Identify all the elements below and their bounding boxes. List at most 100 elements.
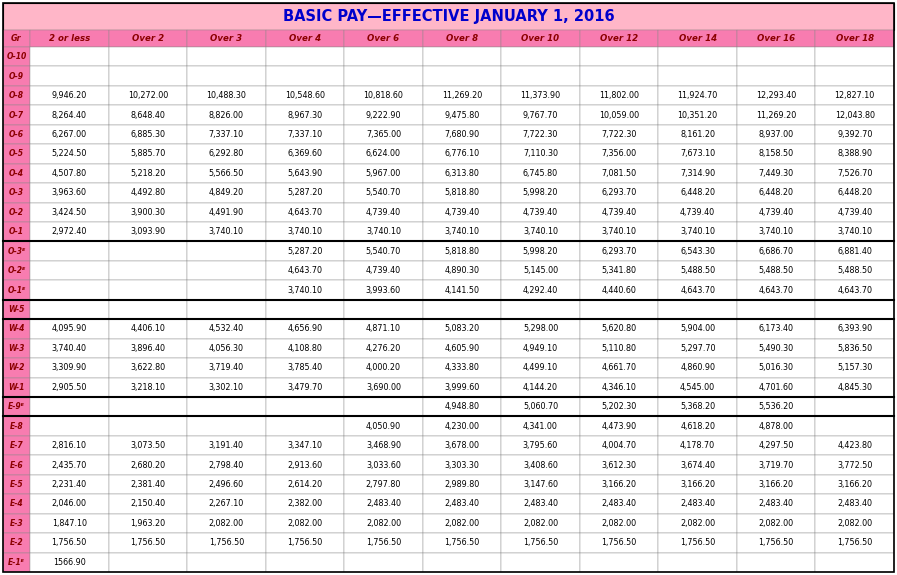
Text: 5,885.70: 5,885.70 [130, 150, 165, 159]
Bar [422, 475, 501, 494]
Text: 4,545.00: 4,545.00 [680, 383, 715, 392]
Bar [30, 30, 109, 47]
Text: 7,680.90: 7,680.90 [444, 130, 480, 139]
Text: 9,767.70: 9,767.70 [523, 110, 558, 120]
Text: 4,178.70: 4,178.70 [680, 441, 715, 450]
Text: 1,756.50: 1,756.50 [287, 538, 323, 547]
Text: 4,643.70: 4,643.70 [287, 208, 322, 217]
Bar [501, 242, 579, 261]
Bar [422, 67, 501, 86]
Text: O-1ᴱ: O-1ᴱ [7, 286, 26, 294]
Text: 2,483.40: 2,483.40 [759, 500, 794, 508]
Text: 3,166.20: 3,166.20 [837, 480, 872, 489]
Text: 3,690.00: 3,690.00 [366, 383, 401, 392]
Bar [344, 86, 422, 105]
Bar [658, 164, 737, 183]
Bar [109, 300, 187, 319]
Bar [266, 242, 344, 261]
Bar [422, 222, 501, 242]
Bar [579, 300, 658, 319]
Text: 3,166.20: 3,166.20 [759, 480, 794, 489]
Text: 4,739.40: 4,739.40 [602, 208, 637, 217]
Bar [187, 222, 266, 242]
Bar [579, 339, 658, 358]
Bar [579, 125, 658, 144]
Bar [3, 183, 30, 202]
Bar [422, 125, 501, 144]
Text: 2,483.40: 2,483.40 [602, 500, 637, 508]
Bar [187, 47, 266, 67]
Bar [422, 397, 501, 416]
Bar [579, 513, 658, 533]
Bar [501, 494, 579, 513]
Bar [737, 339, 815, 358]
Text: 4,618.20: 4,618.20 [680, 421, 715, 431]
Bar [815, 319, 894, 339]
Text: 5,083.20: 5,083.20 [444, 324, 480, 333]
Bar [579, 358, 658, 378]
Bar [109, 533, 187, 553]
Bar [658, 47, 737, 67]
Bar [815, 300, 894, 319]
Bar [109, 242, 187, 261]
Text: 3,303.30: 3,303.30 [445, 461, 479, 470]
Bar [815, 202, 894, 222]
Text: O-6: O-6 [9, 130, 24, 139]
Text: 12,293.40: 12,293.40 [756, 91, 797, 100]
Text: 2,082.00: 2,082.00 [287, 519, 323, 528]
Bar [422, 553, 501, 572]
Text: 6,313.80: 6,313.80 [445, 169, 479, 178]
Text: 4,949.10: 4,949.10 [523, 344, 558, 353]
Text: 4,739.40: 4,739.40 [837, 208, 872, 217]
Text: 6,393.90: 6,393.90 [837, 324, 872, 333]
Text: 3,719.70: 3,719.70 [759, 461, 794, 470]
Bar [109, 319, 187, 339]
Bar [658, 144, 737, 164]
Bar [501, 455, 579, 475]
Text: 4,276.20: 4,276.20 [366, 344, 401, 353]
Bar [3, 397, 30, 416]
Text: 8,161.20: 8,161.20 [680, 130, 715, 139]
Text: 3,740.10: 3,740.10 [602, 227, 637, 236]
Text: 2,082.00: 2,082.00 [602, 519, 637, 528]
Text: E-1ᴱ: E-1ᴱ [8, 558, 25, 567]
Bar [579, 397, 658, 416]
Text: 6,776.10: 6,776.10 [444, 150, 480, 159]
Bar [737, 202, 815, 222]
Bar [422, 261, 501, 281]
Bar [3, 455, 30, 475]
Bar [501, 222, 579, 242]
Bar [815, 281, 894, 300]
Bar [737, 105, 815, 125]
Bar [187, 455, 266, 475]
Bar [30, 397, 109, 416]
Text: O-8: O-8 [9, 91, 24, 100]
Bar [30, 358, 109, 378]
Text: 1,756.50: 1,756.50 [602, 538, 637, 547]
Text: 4,643.70: 4,643.70 [759, 286, 794, 294]
Text: 1,756.50: 1,756.50 [680, 538, 715, 547]
Bar [30, 436, 109, 455]
Bar [109, 475, 187, 494]
Text: 2,082.00: 2,082.00 [837, 519, 872, 528]
Text: 6,293.70: 6,293.70 [602, 247, 637, 256]
Bar [737, 397, 815, 416]
Bar [109, 553, 187, 572]
Bar [501, 125, 579, 144]
Bar [737, 125, 815, 144]
Bar [30, 455, 109, 475]
Bar [109, 397, 187, 416]
Text: 4,050.90: 4,050.90 [366, 421, 401, 431]
Text: 8,158.50: 8,158.50 [759, 150, 794, 159]
Text: 1,756.50: 1,756.50 [523, 538, 558, 547]
Bar [109, 436, 187, 455]
Text: 3,347.10: 3,347.10 [287, 441, 322, 450]
Bar [187, 533, 266, 553]
Bar [501, 358, 579, 378]
Bar [579, 144, 658, 164]
Bar [109, 30, 187, 47]
Text: 3,963.60: 3,963.60 [52, 189, 87, 197]
Text: 6,881.40: 6,881.40 [837, 247, 872, 256]
Text: 3,424.50: 3,424.50 [52, 208, 87, 217]
Bar [344, 125, 422, 144]
